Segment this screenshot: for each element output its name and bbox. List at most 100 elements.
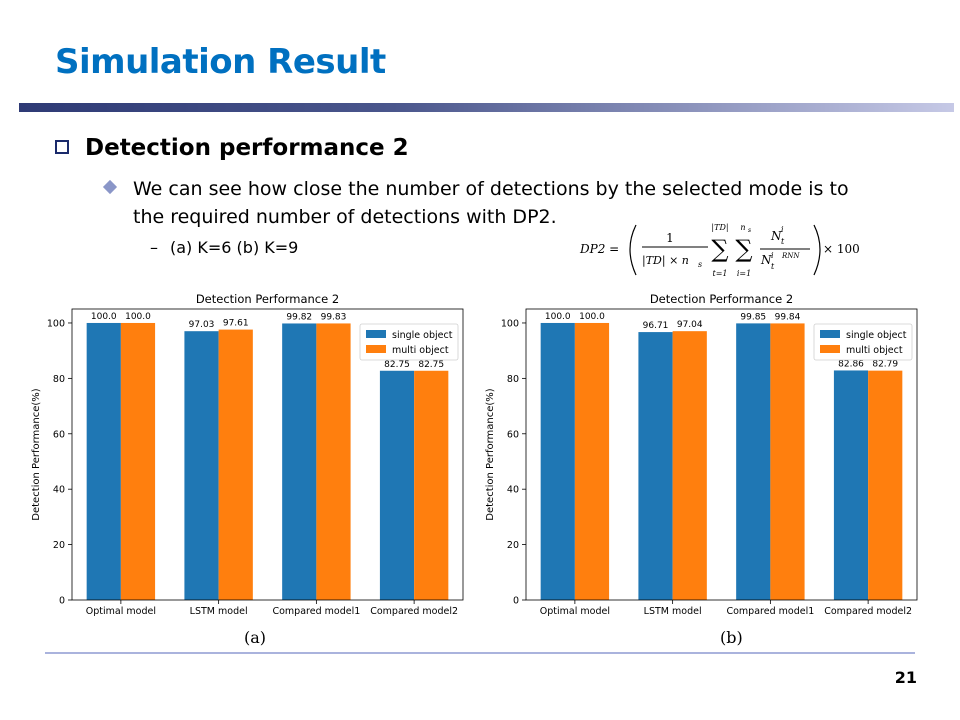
svg-text:× 100: × 100 (823, 242, 860, 256)
y-axis-label: Detection Performance(%) (485, 388, 496, 521)
x-tick-label: Compared model1 (726, 606, 814, 617)
data-label: 99.85 (740, 312, 766, 322)
svg-text:|TD|: |TD| (711, 223, 728, 232)
data-label: 97.61 (223, 319, 249, 329)
slide-title: Simulation Result (55, 42, 386, 82)
y-tick-label: 20 (507, 540, 519, 551)
formula-lhs: DP2 = (579, 242, 619, 256)
dash-bullet-icon: – (150, 238, 158, 257)
data-label: 96.71 (643, 321, 669, 331)
data-label: 100.0 (545, 312, 571, 322)
data-label: 82.86 (838, 359, 864, 369)
bar-single (736, 323, 771, 600)
svg-text:|TD| × n: |TD| × n (642, 254, 689, 268)
legend-entry: single object (392, 330, 453, 341)
data-label: 100.0 (579, 312, 605, 322)
bar-multi (316, 323, 351, 600)
svg-text:∑: ∑ (711, 235, 728, 263)
sub-bullet: – (a) K=6 (b) K=9 (150, 238, 298, 257)
bar-single (540, 322, 575, 600)
bar-multi (574, 322, 610, 600)
y-axis-label: Detection Performance(%) (31, 388, 42, 521)
bar-multi (672, 331, 707, 600)
caption-a: (a) (244, 628, 267, 647)
svg-text:t: t (781, 237, 785, 246)
y-tick-label: 0 (59, 596, 65, 607)
svg-text:i: i (781, 225, 784, 234)
bar-multi (218, 329, 253, 600)
chart-title: Detection Performance 2 (196, 292, 339, 306)
plot-frame (71, 308, 464, 601)
y-tick-label: 100 (501, 318, 519, 329)
bar-single (833, 370, 869, 600)
x-tick-label: Compared model2 (370, 606, 458, 617)
footer-divider (45, 652, 915, 654)
x-tick-label: Optimal model (540, 606, 610, 617)
data-label: 100.0 (125, 312, 151, 322)
data-label: 97.04 (677, 320, 703, 330)
svg-text:∑: ∑ (735, 235, 752, 263)
page-number: 21 (894, 668, 917, 687)
chart-title: Detection Performance 2 (650, 292, 793, 306)
chart-b: Detection Performance 2 Detection Perform… (485, 292, 918, 617)
svg-text:N: N (760, 253, 772, 267)
y-tick-label: 20 (53, 540, 65, 551)
bar-single (638, 332, 673, 600)
sub-bullet-text: (a) K=6 (b) K=9 (170, 238, 299, 257)
svg-text:i: i (771, 251, 774, 260)
bar-single (282, 323, 317, 600)
data-label: 99.82 (286, 312, 312, 322)
data-label: 82.75 (384, 360, 410, 370)
legend-swatch (366, 345, 386, 353)
x-tick-label: Compared model1 (272, 606, 360, 617)
y-tick-label: 100 (47, 318, 65, 329)
title-divider (19, 103, 954, 112)
caption-b: (b) (720, 628, 743, 647)
y-tick-label: 40 (53, 485, 65, 496)
svg-text:n: n (740, 223, 745, 232)
y-tick-label: 60 (507, 429, 519, 440)
legend-swatch (366, 330, 386, 338)
x-tick-label: Compared model2 (824, 606, 912, 617)
data-label: 99.83 (321, 312, 347, 322)
y-tick-label: 80 (53, 374, 65, 385)
bar-multi (414, 370, 449, 600)
chart-a: Detection Performance 2 Detection Perform… (31, 292, 464, 617)
bullet-point: We can see how close the number of detec… (102, 175, 885, 231)
legend-entry: multi object (392, 345, 449, 356)
dp2-formula: DP2 = 1 |TD| × n s |TD| ∑ t=1 n s ∑ i=1 … (579, 223, 860, 278)
svg-text:RNN: RNN (781, 252, 800, 260)
x-tick-label: LSTM model (190, 606, 248, 617)
legend-entry: multi object (846, 345, 903, 356)
bar-multi (770, 323, 805, 600)
data-label: 97.03 (189, 320, 215, 330)
x-tick-label: LSTM model (644, 606, 702, 617)
svg-text:i=1: i=1 (737, 269, 751, 278)
checkbox-bullet-icon (55, 139, 69, 154)
svg-text:t=1: t=1 (712, 269, 727, 278)
y-tick-label: 60 (53, 429, 65, 440)
svg-text:t: t (771, 262, 775, 271)
svg-text:s: s (748, 227, 751, 234)
y-tick-label: 40 (507, 485, 519, 496)
y-tick-label: 80 (507, 374, 519, 385)
data-label: 82.79 (872, 360, 898, 370)
data-label: 82.75 (418, 360, 444, 370)
legend-swatch (820, 330, 840, 338)
bar-single (86, 322, 121, 600)
heading-text: Detection performance 2 (85, 135, 409, 161)
section-heading: Detection performance 2 (55, 135, 409, 161)
data-label: 99.84 (775, 312, 801, 322)
data-label: 100.0 (91, 312, 117, 322)
bar-single (379, 370, 415, 600)
diamond-bullet-icon (102, 179, 118, 195)
bar-multi (120, 322, 156, 600)
legend-entry: single object (846, 330, 907, 341)
plot-frame (525, 308, 918, 601)
legend-swatch (820, 345, 840, 353)
bar-single (184, 331, 219, 600)
y-tick-label: 0 (513, 596, 519, 607)
x-tick-label: Optimal model (86, 606, 156, 617)
svg-text:N: N (770, 229, 782, 243)
svg-text:s: s (698, 260, 702, 269)
